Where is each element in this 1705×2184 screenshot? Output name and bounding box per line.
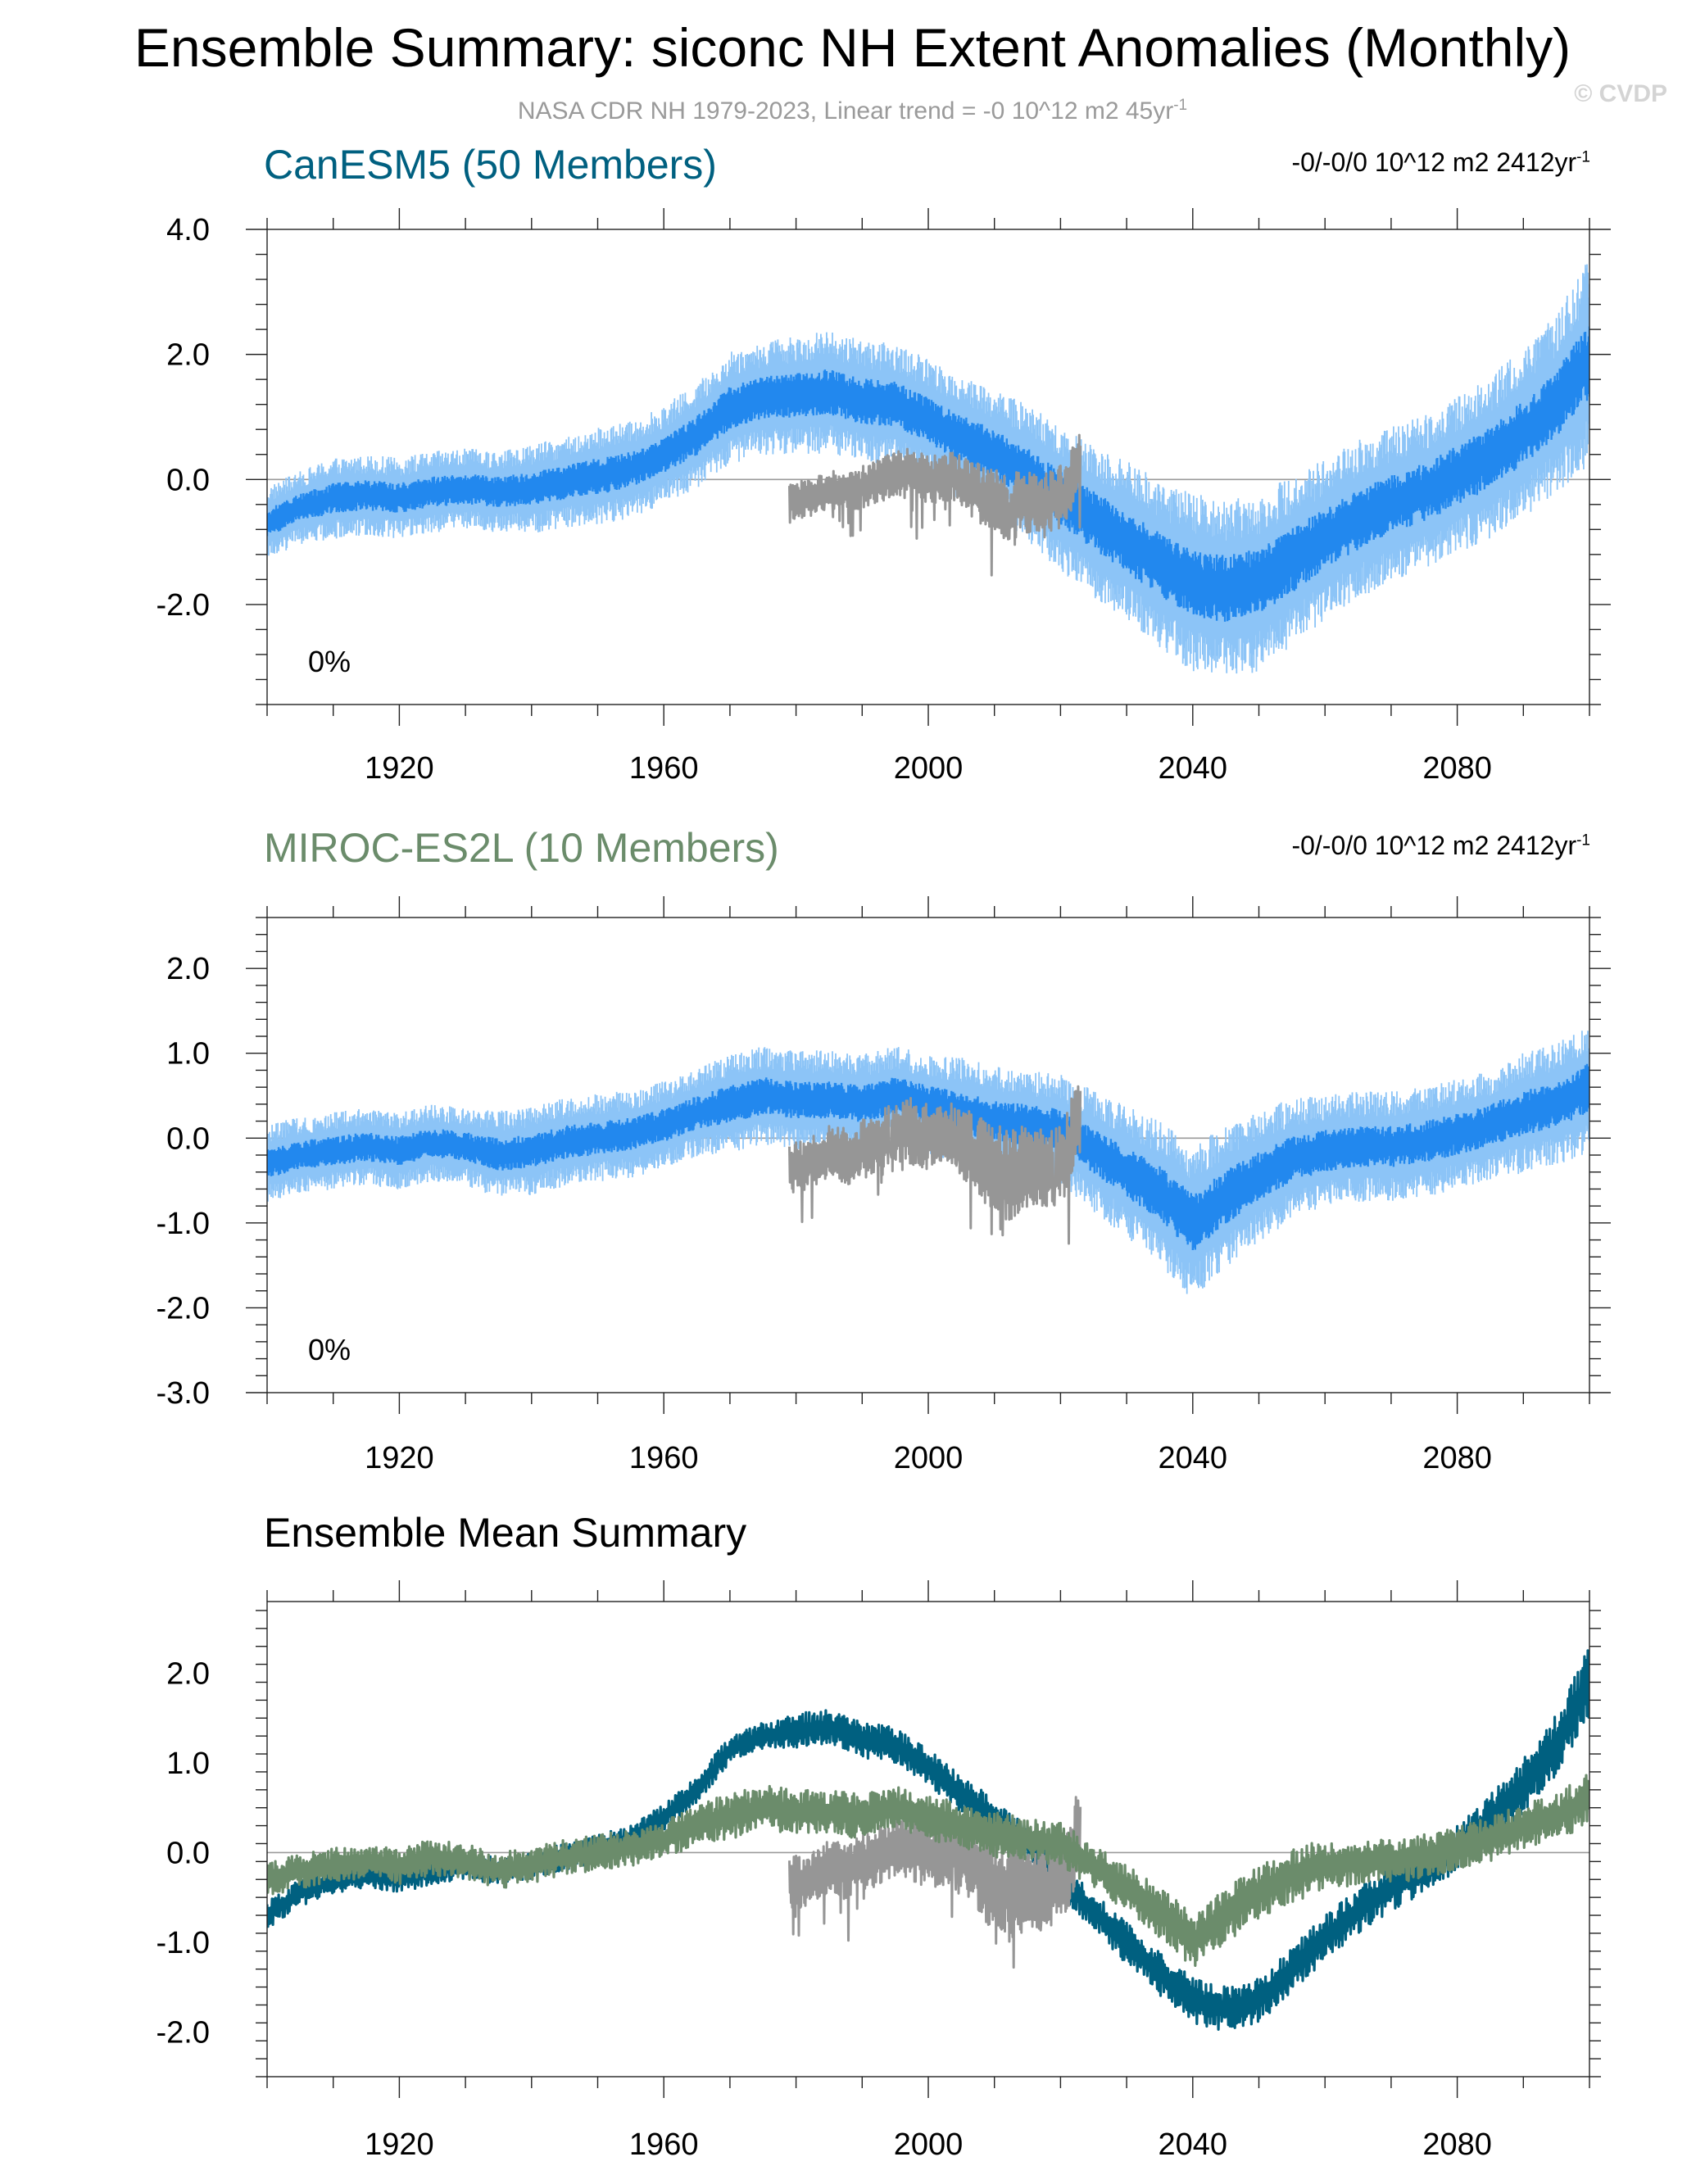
x-tick-label: 2040 [1159, 1441, 1228, 1475]
y-tick-label: -2.0 [156, 2015, 210, 2050]
y-tick-label: 0.0 [166, 1836, 210, 1870]
canesm5-chart: 1920 1960 2000 2040 2080 -2.0 0.0 2.0 4.0 0% [156, 208, 1611, 786]
x-tick-label: 1960 [629, 751, 699, 786]
x-tick-label: 2080 [1422, 751, 1492, 786]
miroc-trend-superscript: -1 [1576, 831, 1590, 850]
y-tick-label: -1.0 [156, 1207, 210, 1241]
x-tick-label: 2080 [1422, 1441, 1492, 1475]
y-tick-label: 4.0 [166, 213, 210, 247]
copyright-watermark: © CVDP [1574, 80, 1667, 107]
x-tick-label: 2040 [1159, 2127, 1228, 2162]
y-tick-label: 2.0 [166, 338, 210, 373]
y-tick-label: 0.0 [166, 1121, 210, 1156]
x-tick-label: 1920 [365, 1441, 434, 1475]
series-line-canesm5-1 [788, 433, 1082, 577]
y-tick-label: 2.0 [166, 1657, 210, 1692]
x-tick-label: 2000 [894, 1441, 964, 1475]
miroc-es2l-percent-label: 0% [308, 1333, 351, 1366]
canesm5-percent-label: 0% [308, 645, 351, 678]
y-tick-label: 2.0 [166, 952, 210, 986]
subtitle-superscript: -1 [1173, 97, 1188, 114]
y-tick-label: 1.0 [166, 1747, 210, 1781]
x-tick-label: 2000 [894, 751, 964, 786]
y-tick-label: 1.0 [166, 1037, 210, 1072]
x-tick-label: 1960 [629, 2127, 699, 2162]
series-line-miroc-es2l-1 [788, 1085, 1082, 1245]
miroc-trend-text: -0/-0/0 10^12 m2 2412yr [1291, 831, 1577, 860]
series-mean-canesm5-0 [267, 326, 1589, 622]
miroc-es2l-plot-area [267, 1031, 1589, 1294]
subtitle-text: NASA CDR NH 1979-2023, Linear trend = -0… [517, 97, 1174, 125]
canesm5-trend-label: -0/-0/0 10^12 m2 2412yr-1 [1291, 147, 1590, 178]
canesm5-plot-area [267, 264, 1589, 674]
series-mean-miroc-es2l-0 [267, 1063, 1589, 1250]
series-line-ensemble-mean-summary-1 [267, 1774, 1589, 1967]
miroc-es2l-chart: 1920 1960 2000 2040 2080 -3.0 -2.0 -1.0 0.0 1.0 2.… [156, 896, 1611, 1475]
figure-subtitle: NASA CDR NH 1979-2023, Linear trend = -0… [0, 97, 1705, 125]
canesm5-trend-text: -0/-0/0 10^12 m2 2412yr [1291, 147, 1577, 177]
canesm5-panel-title: CanESM5 (50 Members) [264, 142, 717, 188]
y-tick-label: -3.0 [156, 1376, 210, 1411]
y-tick-label: -2.0 [156, 588, 210, 623]
y-tick-label: 0.0 [166, 463, 210, 497]
x-tick-label: 1920 [365, 2127, 434, 2162]
x-tick-label: 1920 [365, 751, 434, 786]
x-tick-label: 2000 [894, 2127, 964, 2162]
canesm5-trend-superscript: -1 [1576, 148, 1590, 166]
ensemble-mean-summary-plot-area [267, 1649, 1589, 2031]
x-tick-label: 2040 [1159, 751, 1228, 786]
y-tick-label: -1.0 [156, 1926, 210, 1960]
x-tick-label: 1960 [629, 1441, 699, 1475]
miroc-trend-label: -0/-0/0 10^12 m2 2412yr-1 [1291, 831, 1590, 861]
ensemble-mean-summary-chart: 1920 1960 2000 2040 2080 -2.0 -1.0 0.0 1.0 2.0 [156, 1580, 1601, 2162]
summary-panel-title: Ensemble Mean Summary [264, 1510, 747, 1556]
x-tick-label: 2080 [1422, 2127, 1492, 2162]
miroc-panel-title: MIROC-ES2L (10 Members) [264, 825, 779, 871]
y-tick-label: -2.0 [156, 1291, 210, 1325]
figure-title: Ensemble Summary: siconc NH Extent Anoma… [134, 17, 1571, 78]
